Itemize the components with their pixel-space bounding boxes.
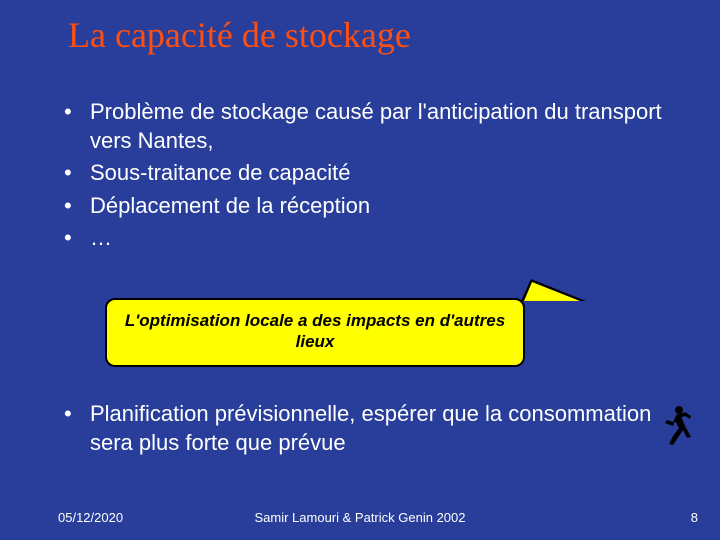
slide: La capacité de stockage • Problème de st… [0,0,720,540]
bullet-dot: • [60,224,90,253]
bullet-text: Déplacement de la réception [90,192,690,221]
bullet-list-bottom: • Planification prévisionnelle, espérer … [60,400,660,461]
bullet-list-top: • Problème de stockage causé par l'antic… [60,98,690,257]
list-item: • … [60,224,690,253]
bullet-dot: • [60,192,90,221]
list-item: • Planification prévisionnelle, espérer … [60,400,660,457]
callout-box: L'optimisation locale a des impacts en d… [105,298,525,367]
bullet-dot: • [60,400,90,457]
bullet-text: Problème de stockage causé par l'anticip… [90,98,690,155]
callout: L'optimisation locale a des impacts en d… [105,298,525,367]
bullet-text: … [90,224,690,253]
bullet-dot: • [60,159,90,188]
runner-icon [657,404,693,446]
footer-credit: Samir Lamouri & Patrick Genin 2002 [0,510,720,525]
bullet-text: Planification prévisionnelle, espérer qu… [90,400,660,457]
bullet-text: Sous-traitance de capacité [90,159,690,188]
list-item: • Déplacement de la réception [60,192,690,221]
footer-page-number: 8 [691,510,698,525]
list-item: • Problème de stockage causé par l'antic… [60,98,690,155]
list-item: • Sous-traitance de capacité [60,159,690,188]
bullet-dot: • [60,98,90,155]
slide-title: La capacité de stockage [68,14,411,56]
